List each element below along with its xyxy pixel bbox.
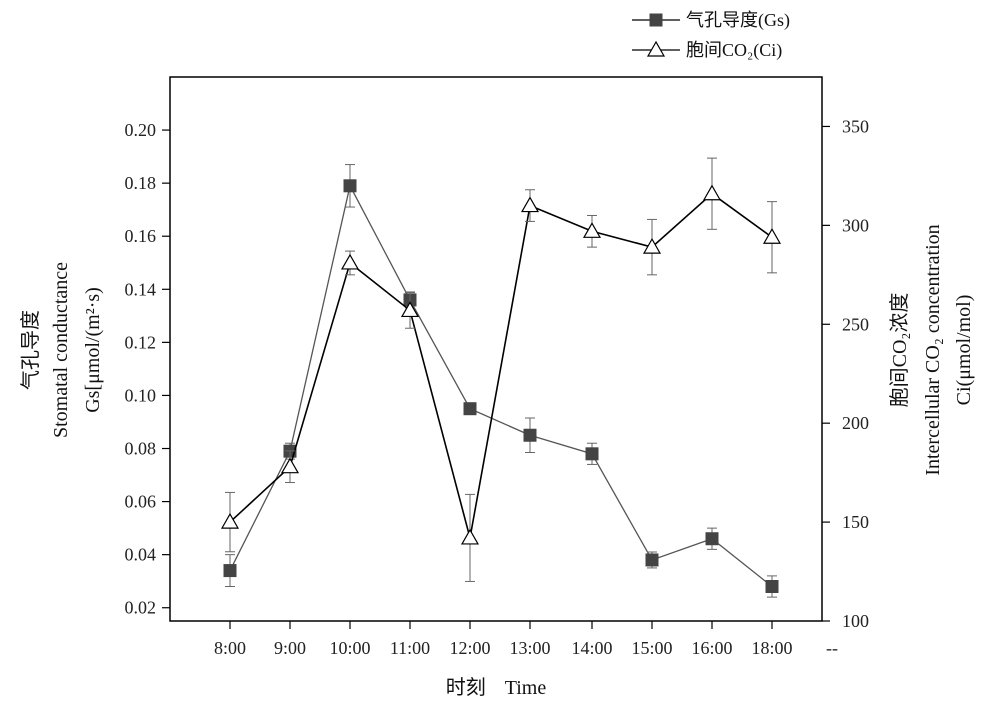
right-tick-label: 350: [842, 116, 869, 136]
left-axis-title-line-2: Stomatal conductance: [50, 262, 72, 438]
left-tick-label: 0.18: [125, 173, 157, 193]
series-line: [229, 183, 773, 588]
right-axis-title-line-1: 胞间CO₂浓度: [888, 293, 911, 408]
legend: 气孔导度(Gs) 胞间CO₂(Ci): [632, 10, 790, 61]
x-tick-label: 14:00: [571, 638, 612, 658]
data-point-square: [765, 580, 779, 594]
x-tick-label-extra: --: [826, 638, 838, 658]
data-point-triangle: [460, 528, 480, 545]
series-line: [229, 192, 773, 539]
right-axis-title: 胞间CO₂浓度 Intercellular CO₂ concentration …: [888, 224, 975, 475]
data-point-triangle: [520, 196, 540, 213]
data-point-triangle: [642, 237, 662, 254]
data-point-square: [649, 13, 663, 27]
right-tick-label: 200: [842, 413, 869, 433]
x-tick-label: 9:00: [274, 638, 306, 658]
data-point-triangle: [280, 457, 300, 474]
left-axis-title: 气孔导度 Stomatal conductance Gs[μmol/(m²·s): [19, 262, 104, 438]
right-tick-label: 100: [842, 611, 869, 631]
left-tick-label: 0.04: [125, 545, 157, 565]
plot-area: [169, 76, 823, 622]
legend-label: 胞间CO₂(Ci): [686, 40, 782, 61]
left-tick-label: 0.02: [125, 598, 157, 618]
data-point-square: [645, 553, 659, 567]
right-axis-title-line-2: Intercellular CO₂ concentration: [922, 224, 944, 475]
left-axis-title-line-1: 气孔导度: [19, 310, 42, 390]
x-tick-label: 13:00: [509, 638, 550, 658]
data-point-triangle: [340, 253, 360, 270]
right-axis-ticks: 100 150 200 250 300 350: [822, 116, 869, 631]
data-point-triangle: [646, 40, 666, 57]
data-point-triangle: [220, 512, 240, 529]
data-point-square: [463, 402, 477, 416]
data-point-square: [343, 179, 357, 193]
right-axis-title-line-3: Ci(μmol/mol): [953, 295, 975, 406]
x-tick-label: 12:00: [449, 638, 490, 658]
left-tick-label: 0.06: [125, 492, 157, 512]
x-tick-label: 8:00: [214, 638, 246, 658]
right-tick-label: 250: [842, 314, 869, 334]
legend-label: 气孔导度(Gs): [686, 10, 790, 31]
left-axis-title-line-3: Gs[μmol/(m²·s): [82, 287, 104, 413]
x-tick-label: 10:00: [329, 638, 370, 658]
data-point-triangle: [400, 301, 420, 318]
series-gs: [223, 164, 779, 598]
x-axis-title-cn: 时刻: [446, 676, 486, 699]
left-tick-label: 0.16: [125, 226, 157, 246]
data-point-square: [523, 428, 537, 442]
series-ci: [220, 157, 782, 582]
legend-item-ci: 胞间CO₂(Ci): [632, 40, 782, 61]
x-tick-label: 15:00: [631, 638, 672, 658]
data-point-square: [705, 532, 719, 546]
left-tick-label: 0.10: [125, 385, 157, 405]
data-point-triangle: [702, 184, 722, 201]
data-point-square: [585, 447, 599, 461]
data-point-triangle: [762, 228, 782, 244]
x-tick-label: 18:00: [751, 638, 792, 658]
x-axis-title-en: Time: [505, 677, 547, 699]
x-tick-label: 11:00: [390, 638, 430, 658]
right-tick-label: 300: [842, 215, 869, 235]
left-axis-ticks: 0.02 0.04 0.06 0.08 0.10 0.12 0.14 0.16 0.18 0.20: [125, 120, 170, 618]
x-axis-title: 时刻 Time: [446, 676, 547, 699]
data-point-square: [223, 564, 237, 578]
left-tick-label: 0.08: [125, 439, 157, 459]
left-tick-label: 0.12: [125, 332, 157, 352]
left-tick-label: 0.20: [125, 120, 157, 140]
plot-frame: [169, 76, 823, 622]
legend-item-gs: 气孔导度(Gs): [632, 10, 790, 31]
data-point-triangle: [582, 222, 602, 238]
x-axis-ticks: 8:00 9:00 10:00 11:00 12:00 13:00 14:00 15:00 16…: [214, 621, 838, 658]
x-tick-label: 16:00: [691, 638, 732, 658]
left-tick-label: 0.14: [125, 279, 157, 299]
right-tick-label: 150: [842, 512, 869, 532]
series-layer: [220, 157, 782, 598]
